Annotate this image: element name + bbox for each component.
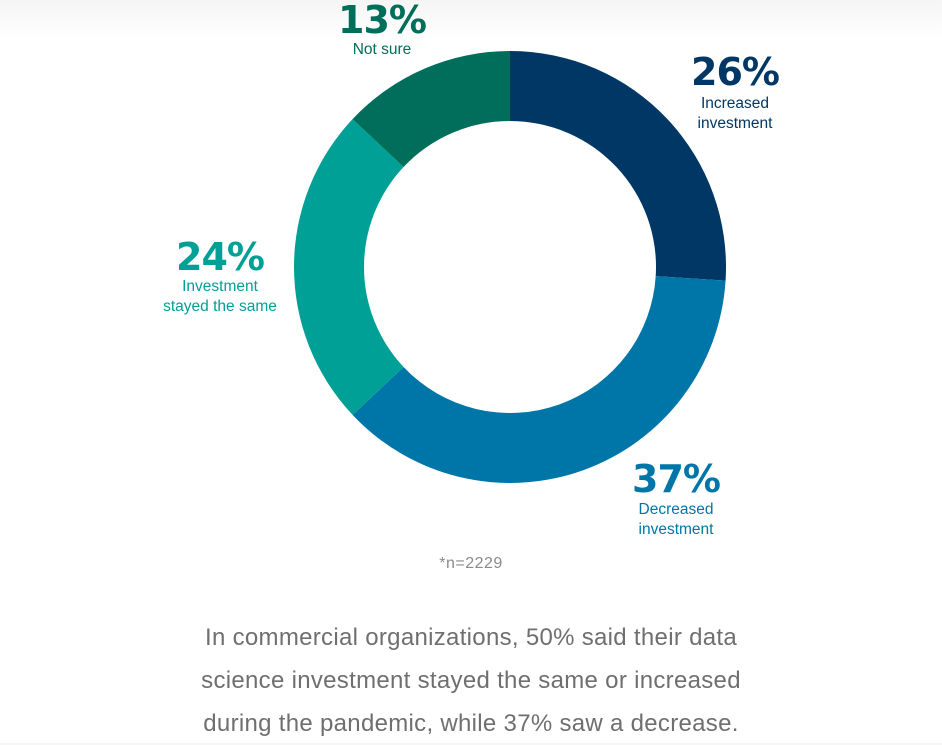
same-category-label: Investment stayed the same [135,277,305,317]
notsure-percent-label: 13% [338,0,427,42]
increased-label-line-1: Increased [700,95,770,112]
donut-slice-decreased [352,276,726,483]
caption-line-3: during the pandemic, while 37% saw a dec… [203,710,739,737]
decreased-category-label: Decreased investment [601,500,751,540]
increased-category-label: Increased investment [660,94,810,134]
donut-slice-same [294,119,404,415]
same-label-line-1: Investment [182,278,258,295]
decreased-label-line-1: Decreased [638,501,714,518]
sample-size-note: *n=2229 [439,555,503,572]
notsure-category-label: Not sure [307,40,457,60]
decreased-label-line-2: investment [638,521,714,538]
donut-slice-increased [510,51,727,281]
donut-slice-notsure [352,51,510,168]
caption-line-1: In commercial organizations, 50% said th… [205,624,737,651]
donut-slices [294,51,727,483]
increased-label-line-2: investment [697,115,773,132]
caption-line-2: science investment stayed the same or in… [201,667,741,694]
increased-percent-label: 26% [691,50,780,94]
same-label-line-2: stayed the same [163,298,277,315]
notsure-label-line-1: Not sure [352,41,412,58]
decreased-percent-label: 37% [632,457,721,501]
same-percent-label: 24% [176,235,265,279]
donut-chart [294,51,727,483]
chart-caption: In commercial organizations, 50% said th… [0,616,942,745]
